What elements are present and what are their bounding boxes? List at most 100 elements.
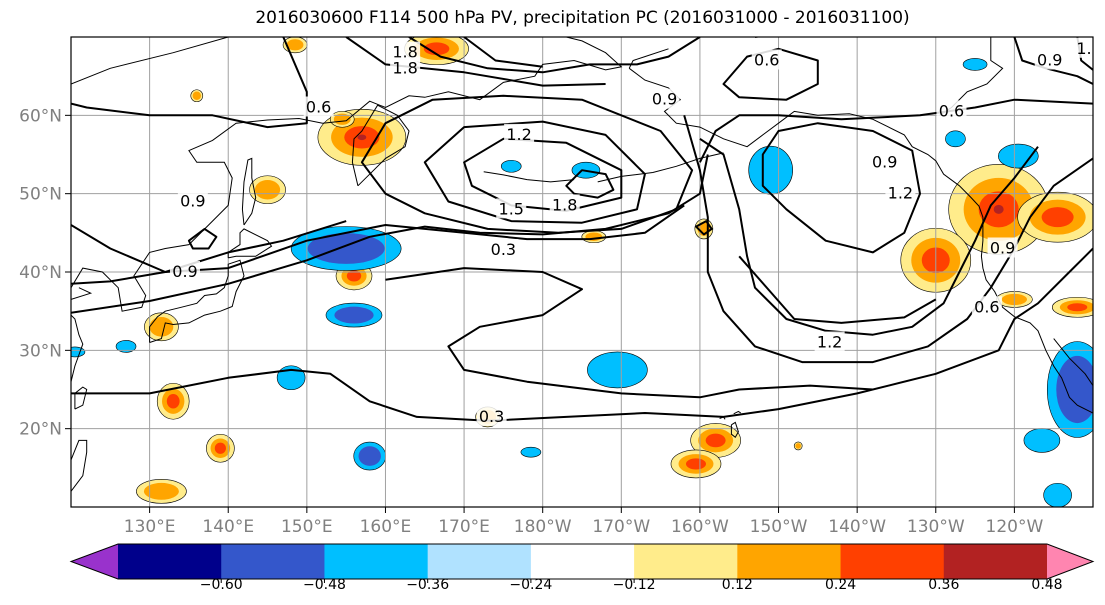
lon-label: 160°W bbox=[671, 517, 729, 537]
contour-label-bg bbox=[390, 57, 421, 78]
contour-label-bg bbox=[476, 405, 507, 426]
precip-negative-blob bbox=[353, 441, 387, 471]
pv-contour bbox=[71, 154, 709, 314]
map-content: 1.81.80.61.21.5 1.80.30.90.90.90.60.60.91… bbox=[71, 37, 1101, 507]
colorbar-extend-max bbox=[1047, 544, 1093, 579]
colorbar-tick-label: −0.36 bbox=[406, 577, 449, 593]
contour-label: 1.8 bbox=[552, 195, 577, 214]
contour-label-bg bbox=[177, 190, 208, 211]
precip-positive-blob bbox=[144, 312, 179, 342]
contour-label-bg bbox=[549, 194, 580, 215]
pv-contour bbox=[71, 204, 685, 273]
colorbar-tick-label: 0.24 bbox=[825, 577, 856, 593]
coastline bbox=[241, 157, 257, 226]
contour-label-bg bbox=[936, 100, 967, 121]
pv-contour bbox=[187, 227, 218, 250]
contour-label: 0.6 bbox=[754, 51, 779, 70]
pv-contour bbox=[71, 247, 1093, 422]
contour-label-bg bbox=[869, 151, 900, 172]
colorbar bbox=[69, 543, 1095, 580]
pv-contour bbox=[463, 37, 543, 68]
precip-positive-blob bbox=[156, 382, 190, 420]
precip-negative-blob bbox=[1043, 482, 1072, 507]
contour-label-bg bbox=[814, 331, 845, 352]
precip-negative-blob bbox=[1046, 341, 1093, 438]
coastline bbox=[351, 104, 410, 187]
coastline bbox=[149, 259, 245, 343]
contour-label: 1.2 bbox=[506, 125, 531, 144]
contour-label-bg bbox=[971, 296, 1002, 317]
contour-label: 0.9 bbox=[872, 152, 897, 171]
colorbar-segment bbox=[737, 544, 842, 579]
precip-positive-blob bbox=[690, 423, 741, 458]
lat-label: 60°N bbox=[19, 106, 62, 126]
map-title: 2016030600 F114 500 hPa PV, precipitatio… bbox=[255, 8, 910, 28]
precip-positive-blob bbox=[206, 433, 235, 463]
contour-label: 0.9 bbox=[1037, 51, 1062, 70]
contour-label: 0.9 bbox=[180, 192, 205, 211]
colorbar-segment bbox=[530, 544, 635, 579]
colorbar-segment bbox=[943, 544, 1048, 579]
precip-negative-blob bbox=[962, 58, 988, 71]
colorbar-tick-label: 0.12 bbox=[722, 577, 753, 593]
contour-label-bg bbox=[751, 49, 782, 70]
lon-label: 180°W bbox=[514, 517, 572, 537]
lon-label: 140°W bbox=[828, 517, 886, 537]
colorbar-tick-labels: −0.60 −0.48 −0.36 −0.24 −0.12 0.12 0.24 0.36 0.4… bbox=[200, 577, 1063, 593]
coastline bbox=[730, 421, 739, 439]
colorbar-tick-label: −0.60 bbox=[200, 577, 243, 593]
coastline bbox=[733, 410, 742, 415]
colorbar-segment bbox=[118, 544, 222, 579]
pv-contour bbox=[695, 220, 713, 236]
colorbar-segment bbox=[840, 544, 945, 579]
contour-label: 0.6 bbox=[939, 101, 964, 120]
coastline bbox=[597, 152, 724, 183]
contour-label-bg bbox=[390, 41, 421, 62]
pv-contour bbox=[699, 137, 1039, 336]
pv-contour bbox=[761, 122, 921, 254]
pv-contour bbox=[699, 98, 1093, 163]
contour-label-bg bbox=[987, 237, 1018, 258]
precip-positive-blob bbox=[404, 37, 469, 66]
precip-negative-blob bbox=[115, 340, 137, 353]
colorbar-tick-label: −0.48 bbox=[303, 577, 346, 593]
pv-contour bbox=[385, 267, 873, 399]
axis-ticks bbox=[65, 114, 1015, 513]
precip-positive-blob bbox=[793, 441, 803, 451]
contour-label: 0.9 bbox=[172, 262, 197, 281]
precip-negative-blob bbox=[748, 145, 793, 195]
precip-negative-blob bbox=[325, 302, 383, 328]
colorbar-tick-label: −0.12 bbox=[613, 577, 656, 593]
lon-label: 130°E bbox=[124, 517, 176, 537]
coastline bbox=[227, 228, 273, 259]
contour-label-bg bbox=[1034, 49, 1065, 70]
contour-label: 1.8 bbox=[392, 58, 417, 77]
latitude-labels: 60°N 50°N 40°N 30°N 20°N bbox=[19, 106, 62, 439]
colorbar-segment bbox=[221, 544, 325, 579]
colorbar-extend-min bbox=[71, 544, 118, 579]
coastline bbox=[483, 171, 575, 183]
coastline bbox=[71, 287, 93, 382]
coastline bbox=[71, 37, 229, 85]
lat-label: 40°N bbox=[19, 263, 62, 283]
precip-negative-blob bbox=[945, 130, 966, 148]
contour-label-bg bbox=[504, 123, 535, 144]
lon-label: 130°W bbox=[907, 517, 965, 537]
contour-label-bg bbox=[488, 239, 519, 260]
lat-label: 50°N bbox=[19, 185, 62, 205]
pv-contour bbox=[738, 255, 937, 324]
lon-label: 150°E bbox=[281, 517, 333, 537]
coastline bbox=[74, 386, 88, 410]
colorbar-tick-label: 0.48 bbox=[1031, 577, 1062, 593]
pv-contour bbox=[565, 169, 615, 199]
precip-negative-blob bbox=[71, 346, 86, 358]
precip-positive-blob bbox=[136, 479, 187, 504]
colorbar-tick-label: −0.24 bbox=[509, 577, 552, 593]
contour-label-bg bbox=[496, 198, 527, 219]
contour-label: 0.9 bbox=[652, 90, 677, 109]
colorbar-segment bbox=[324, 544, 429, 579]
contour-label: 1.2 bbox=[1076, 39, 1101, 58]
contour-label-bg bbox=[885, 182, 916, 203]
contour-label: 0.9 bbox=[990, 239, 1015, 258]
pv-contour-labels: 1.81.80.61.21.5 1.80.30.90.90.90.60.60.91… bbox=[169, 37, 1101, 426]
